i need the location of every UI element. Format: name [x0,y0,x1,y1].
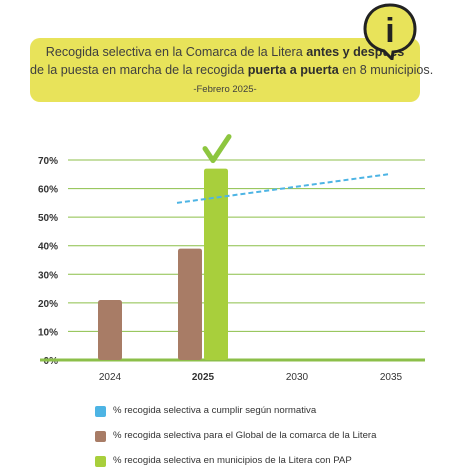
info-icon: i [363,3,417,60]
banner-line-2-text: de la puesta en marcha de la recogida [30,63,248,77]
y-tick-label: 70% [38,156,58,167]
title-banner: Recogida selectiva en la Comarca de la L… [30,38,433,102]
bar-pap-2025 [204,168,228,360]
legend-label: % recogida selectiva para el Global de l… [113,430,377,441]
banner-line-1-text: Recogida selectiva en la Comarca de la L… [45,45,307,59]
bar-global-2024 [98,300,122,360]
banner-line-2-bold: puerta a puerta [247,63,339,77]
banner-date: -Febrero 2025- [193,84,257,95]
legend-swatch [95,431,106,442]
banner-line-2: de la puesta en marcha de la recogida pu… [30,63,433,77]
x-tick-label: 2025 [192,372,215,383]
y-tick-label: 20% [38,299,58,310]
legend-label: % recogida selectiva en municipios de la… [113,455,352,466]
y-tick-label: 40% [38,242,58,253]
y-tick-label: 10% [38,327,58,338]
y-tick-label: 50% [38,213,58,224]
y-tick-label: 60% [38,185,58,196]
normativa-line [176,173,389,204]
x-tick-label: 2035 [380,372,403,383]
legend-swatch [95,406,106,417]
y-tick-label: 30% [38,270,58,281]
x-tick-label: 2024 [99,372,122,383]
legend-label: % recogida selectiva a cumplir según nor… [113,405,317,416]
bar-global-2025 [178,248,202,360]
banner-line-2-end: en 8 municipios. [338,63,434,77]
checkmark-icon [202,134,232,164]
info-glyph: i [385,12,394,50]
legend-swatch [95,456,106,467]
x-tick-label: 2030 [286,372,309,383]
